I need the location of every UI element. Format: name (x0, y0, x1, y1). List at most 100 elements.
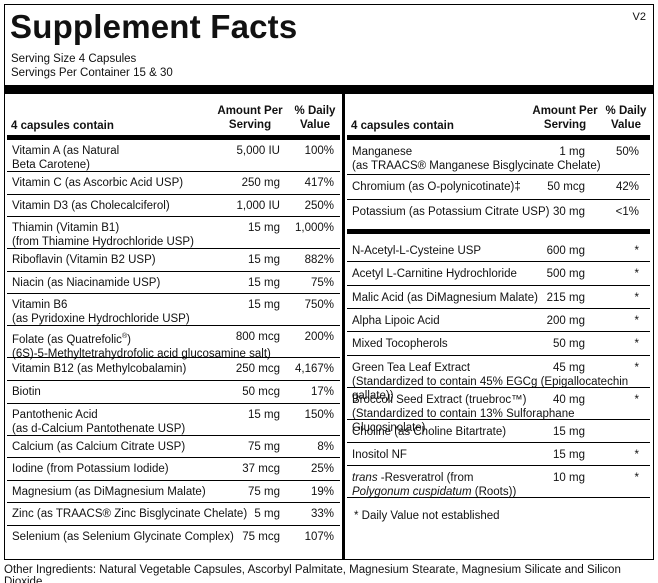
nutrient-name-text: Acetyl L-Carnitine Hydrochloride (352, 268, 517, 281)
header-name: 4 capsules contain (351, 120, 454, 132)
nutrient-name-text: Pantothenic Acid (12, 408, 98, 421)
nutrient-row: Vitamin C (as Ascorbic Acid USP) 250 mg 41… (7, 172, 340, 194)
amount-per-serving: 600 mg (546, 245, 585, 257)
daily-value: 250% (304, 199, 334, 212)
amount-per-serving: 75 mg (248, 440, 280, 453)
nutrient-name-text: Vitamin B12 (as Methylcobalamin) (12, 363, 187, 376)
nutrient-name: Zinc (as TRAACS® Zinc Bisglycinate Chela… (12, 507, 247, 521)
nutrient-name: Choline (as Choline Bitartrate) (352, 425, 506, 439)
nutrient-name: Vitamin D3 (as Cholecalciferol) (12, 199, 170, 213)
daily-value: * (634, 314, 639, 327)
right-header: 4 capsules contain Amount Per Serving % D… (347, 94, 650, 135)
nutrient-name-text: Inositol NF (352, 448, 407, 461)
amount-per-serving: 50 mcg (242, 386, 280, 398)
row-divider (347, 307, 650, 309)
nutrient-name-text: -Resveratrol (from (377, 472, 474, 485)
amount-per-serving: 75 mg (248, 485, 280, 498)
row-divider (7, 293, 340, 295)
nutrient-name: N-Acetyl-L-Cysteine USP (352, 244, 481, 258)
nutrient-row: Potassium (as Potassium Citrate USP) 30 m… (347, 200, 650, 224)
nutrient-row: Vitamin A (as Natural Beta Carotene) 5,000… (7, 140, 340, 171)
amount-per-serving: 15 mg (248, 254, 280, 267)
nutrient-name: Vitamin A (as Natural Beta Carotene) (12, 144, 119, 172)
header-divider (347, 135, 650, 140)
version-label: V2 (632, 11, 646, 23)
nutrient-name-text: Potassium (as Potassium Citrate USP) (352, 206, 550, 218)
daily-value: * (634, 338, 639, 351)
daily-value: * (634, 245, 639, 257)
row-divider (7, 402, 340, 404)
row-divider (347, 331, 650, 333)
row-divider (347, 465, 650, 467)
daily-value: 75% (310, 276, 334, 289)
nutrient-row: Acetyl L-Carnitine Hydrochloride 500 mg * (347, 262, 650, 284)
daily-value: 25% (310, 463, 334, 476)
column-separator (342, 94, 345, 559)
nutrient-source: (6S)-5-Methyltetrahydrofolic acid glucos… (12, 348, 271, 361)
daily-value: 33% (310, 508, 334, 521)
nutrient-row: Malic Acid (as DiMagnesium Malate) 215 mg… (347, 286, 650, 308)
row-divider (347, 386, 650, 388)
nutrient-name-text: Iodine (from Potassium Iodide) (12, 463, 169, 476)
nutrient-name: Folate (as Quatrefolic®) (6S)-5-Methyltet… (12, 333, 271, 361)
nutrient-name: Niacin (as Niacinamide USP) (12, 276, 160, 290)
daily-value: * (634, 393, 639, 406)
daily-value: 750% (304, 299, 334, 312)
nutrient-name: Riboflavin (Vitamin B2 USP) (12, 253, 156, 267)
amount-per-serving: 45 mg (553, 361, 585, 374)
nutrient-name: Mixed Tocopherols (352, 337, 448, 351)
nutrient-name: Green Tea Leaf Extract (Standardized to c… (352, 361, 650, 403)
nutrient-source: (as TRAACS® Manganese Bisglycinate Chela… (352, 160, 601, 172)
nutrient-row: Calcium (as Calcium Citrate USP) 75 mg 8% (7, 436, 340, 458)
daily-value: 19% (310, 485, 334, 498)
daily-value: 17% (310, 386, 334, 398)
header-daily-value: % Daily Value (294, 105, 336, 131)
nutrient-row: Alpha Lipoic Acid 200 mg * (347, 309, 650, 331)
nutrient-name-text: Thiamin (Vitamin B1) (12, 222, 120, 235)
header-daily-value: % Daily Value (605, 105, 647, 131)
row-divider (7, 457, 340, 459)
nutrient-name: Selenium (as Selenium Glycinate Complex) (12, 530, 234, 544)
nutrient-name-text: Vitamin C (as Ascorbic Acid USP) (12, 177, 184, 189)
daily-value: * (634, 268, 639, 281)
amount-per-serving: 15 mg (553, 448, 585, 461)
nutrient-name-text: Zinc (as TRAACS® Zinc Bisglycinate Chela… (12, 508, 248, 521)
amount-per-serving: 500 mg (546, 268, 585, 281)
row-divider (347, 418, 650, 420)
nutrient-source: (from Thiamine Hydrochloride USP) (12, 236, 194, 249)
nutrient-name-text: Malic Acid (as DiMagnesium Malate) (352, 291, 538, 304)
nutrient-row: Riboflavin (Vitamin B2 USP) 15 mg 882% (7, 249, 340, 271)
nutrient-name: Broccoli Seed Extract (truebroc™) (Standa… (352, 393, 650, 435)
nutrient-source: (Roots)) (471, 486, 517, 499)
nutrient-name: Vitamin C (as Ascorbic Acid USP) (12, 176, 183, 190)
nutrient-name: Inositol NF (352, 448, 407, 462)
nutrient-row: Chromium (as O-polynicotinate)‡ 50 mcg 42% (347, 175, 650, 199)
amount-per-serving: 15 mg (248, 222, 280, 235)
nutrient-name: Alpha Lipoic Acid (352, 314, 440, 328)
daily-value: 8% (317, 440, 334, 453)
header-name: 4 capsules contain (11, 120, 114, 132)
daily-value: * (634, 291, 639, 304)
nutrient-row: Zinc (as TRAACS® Zinc Bisglycinate Chela… (7, 503, 340, 525)
daily-value: 107% (304, 531, 334, 543)
nutrient-name-text: N-Acetyl-L-Cysteine USP (352, 245, 482, 257)
row-divider (7, 434, 340, 436)
nutrient-row: Vitamin B6 (as Pyridoxine Hydrochloride U… (7, 294, 340, 325)
nutrient-row: Folate (as Quatrefolic®) (6S)-5-Methyltet… (7, 326, 340, 360)
nutrient-row: Pantothenic Acid (as d-Calcium Pantothena… (7, 404, 340, 435)
nutrient-source: (Standardized to contain 13% Sulforaphan… (352, 407, 575, 434)
section-divider (347, 229, 650, 234)
nutrient-name: Manganese (as TRAACS® Manganese Bisglycin… (352, 145, 601, 173)
nutrient-name: Magnesium (as DiMagnesium Malate) (12, 485, 206, 499)
nutrient-name-text: Selenium (as Selenium Glycinate Complex) (12, 531, 234, 543)
row-divider (7, 216, 340, 218)
amount-per-serving: 10 mg (553, 472, 585, 485)
row-divider (7, 248, 340, 250)
header-divider (7, 135, 340, 140)
row-divider (347, 174, 650, 175)
amount-per-serving: 800 mcg (235, 331, 280, 344)
daily-value: <1% (615, 206, 639, 218)
amount-per-serving: 250 mcg (235, 363, 280, 376)
nutrient-row: Vitamin B12 (as Methylcobalamin) 250 mcg 4… (7, 358, 340, 380)
servings-per-container: Servings Per Container 15 & 30 (11, 67, 173, 79)
